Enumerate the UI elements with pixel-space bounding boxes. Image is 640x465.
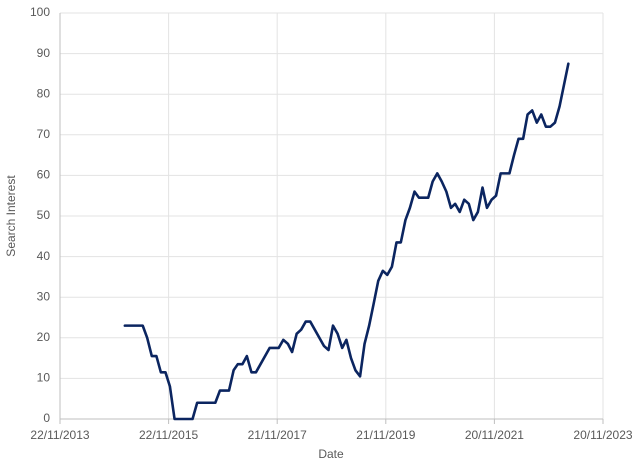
x-tick-label: 20/11/2023	[573, 428, 632, 442]
x-tick-label: 22/11/2013	[30, 428, 89, 442]
x-tick-label: 21/11/2019	[356, 428, 415, 442]
y-tick-label: 30	[37, 289, 51, 303]
y-tick-label: 20	[37, 330, 51, 344]
x-tick-label: 20/11/2021	[465, 428, 524, 442]
y-tick-label: 60	[37, 168, 51, 182]
y-tick-label: 0	[43, 411, 50, 425]
x-tick-label: 22/11/2015	[139, 428, 198, 442]
y-tick-label: 90	[37, 46, 51, 60]
y-tick-label: 100	[30, 5, 50, 19]
y-tick-label: 50	[37, 208, 51, 222]
x-tick-label: 21/11/2017	[248, 428, 307, 442]
x-axis-label: Date	[318, 447, 344, 461]
y-tick-label: 80	[37, 86, 51, 100]
y-tick-label: 40	[37, 249, 51, 263]
y-axis-label: Search Interest	[4, 175, 18, 257]
y-tick-label: 70	[37, 127, 51, 141]
data-line	[123, 62, 570, 421]
y-tick-label: 10	[37, 371, 51, 385]
